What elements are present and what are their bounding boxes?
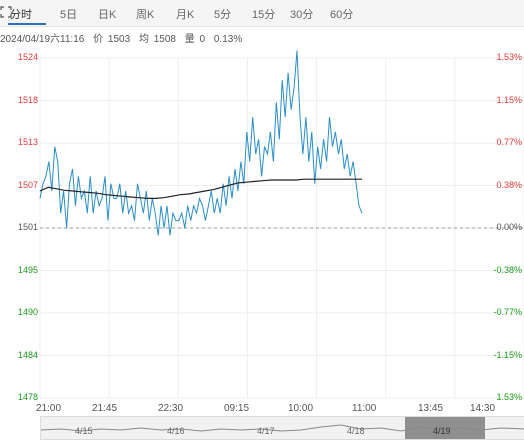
y-label-right: 1.53%: [496, 52, 522, 62]
volume-value: 0: [199, 34, 206, 45]
tab-15-min[interactable]: 15分: [252, 9, 276, 21]
x-tick-label: 21:45: [92, 403, 118, 414]
volume-label: 量: [184, 34, 195, 45]
x-tick-label: 21:00: [36, 403, 62, 414]
tab-monthly-k[interactable]: 月K: [176, 9, 195, 21]
tab-weekly-k[interactable]: 周K: [136, 9, 155, 21]
navigator-date-label: 4/16: [167, 426, 185, 436]
y-label-right: -1.15%: [493, 349, 522, 360]
y-label-right: -0.38%: [493, 264, 522, 275]
tab-5-day[interactable]: 5日: [60, 9, 78, 21]
quote-info-bar: 2024/04/19六11:16 价 1503 均 1508 量 0 0.13%: [0, 30, 248, 45]
avg-price-value: 1508: [153, 34, 176, 45]
period-tab-bar: 分时 5日 日K 周K 月K 5分 15分 30分 60分: [0, 0, 524, 27]
y-label-left: 1484: [18, 349, 39, 360]
y-label-right: 1.53%: [496, 392, 522, 402]
range-navigator[interactable]: 4/15 4/16 4/17 4/18 4/19: [40, 416, 524, 440]
price-value: 1503: [107, 34, 131, 45]
y-label-left: 1524: [18, 52, 39, 62]
tab-30-min[interactable]: 30分: [290, 9, 314, 21]
y-label-left: 1518: [18, 94, 39, 105]
y-label-right: 0.00%: [496, 222, 522, 232]
x-tick-label: 09:15: [224, 403, 250, 414]
y-label-right: -0.77%: [493, 307, 522, 317]
y-label-left: 1478: [18, 392, 39, 402]
x-tick-label: 14:30: [470, 403, 496, 414]
tab-5-min[interactable]: 5分: [214, 9, 232, 21]
navigator-minimap: [41, 424, 524, 432]
y-label-left: 1495: [18, 264, 39, 275]
y-label-left: 1507: [18, 179, 39, 190]
tab-daily-k[interactable]: 日K: [98, 9, 117, 21]
navigator-date-label: 4/17: [257, 426, 275, 436]
y-label-left: 1513: [18, 137, 39, 147]
navigator-date-label: 4/15: [75, 426, 93, 436]
tab-intraday[interactable]: 分时: [10, 9, 32, 21]
price-line: [39, 50, 363, 236]
y-label-left: 1501: [18, 222, 39, 232]
tab-60-min[interactable]: 60分: [330, 9, 354, 21]
fullscreen-icon[interactable]: [0, 6, 12, 18]
x-tick-label: 11:00: [352, 403, 377, 414]
x-tick-label: 10:00: [288, 403, 314, 414]
chart-grid: [39, 57, 524, 399]
y-label-right: 0.77%: [496, 137, 522, 147]
y-label-right: 1.15%: [496, 94, 522, 105]
price-label: 价: [93, 34, 104, 45]
y-label-left: 1490: [18, 307, 39, 317]
x-tick-label: 13:45: [418, 403, 444, 414]
y-label-right: 0.38%: [496, 179, 522, 190]
navigator-selection[interactable]: [405, 417, 485, 439]
x-tick-label: 22:30: [158, 403, 184, 414]
average-price-line: [39, 178, 362, 199]
change-percent: 0.13%: [213, 34, 243, 45]
active-tab-indicator: [8, 23, 46, 25]
quote-datetime: 2024/04/19六11:16: [0, 34, 85, 45]
navigator-date-label: 4/19: [433, 426, 451, 436]
avg-price-label: 均: [138, 34, 149, 45]
navigator-date-label: 4/18: [347, 426, 365, 436]
